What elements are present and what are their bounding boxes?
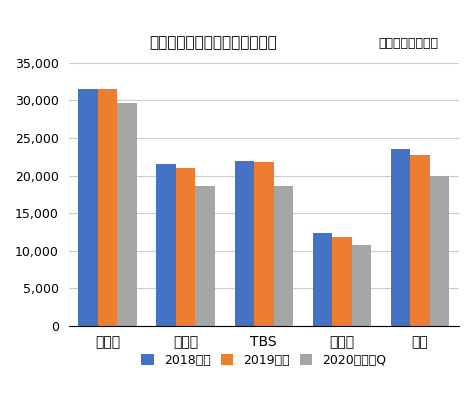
Bar	[430, 176, 449, 326]
Bar	[78, 89, 98, 326]
Text: （単位：百万円）: （単位：百万円）	[378, 37, 438, 50]
Bar	[156, 163, 176, 326]
Bar	[254, 162, 273, 326]
Text: タイム収入・年度別四半期平均: タイム収入・年度別四半期平均	[149, 35, 277, 50]
Bar	[312, 233, 332, 326]
Bar	[273, 186, 293, 326]
Bar	[235, 161, 254, 326]
Bar	[176, 168, 195, 326]
Legend: 2018年度, 2019年度, 2020年度３Q: 2018年度, 2019年度, 2020年度３Q	[137, 349, 392, 372]
Bar	[352, 244, 371, 326]
Bar	[391, 149, 410, 326]
Bar	[118, 103, 137, 326]
Bar	[195, 186, 215, 326]
Bar	[98, 89, 118, 326]
Bar	[410, 155, 430, 326]
Bar	[332, 237, 352, 326]
